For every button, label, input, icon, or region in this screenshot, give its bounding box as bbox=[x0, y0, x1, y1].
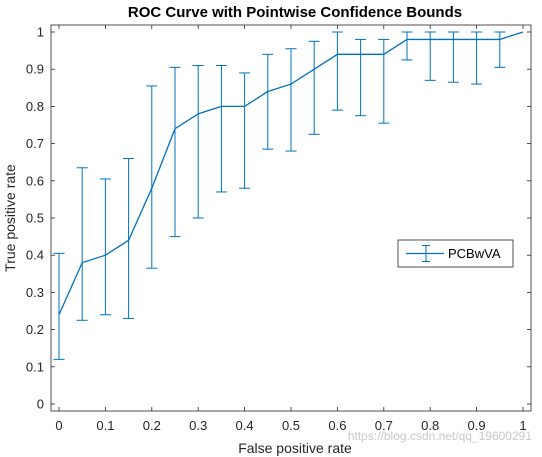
x-axis-ticks: 0 0.1 0.2 0.3 0.4 0.5 0.6 0.7 0.8 0.9 1 bbox=[55, 25, 527, 433]
error-bar bbox=[53, 252, 65, 360]
error-bar bbox=[447, 31, 459, 83]
error-bars bbox=[53, 31, 506, 360]
y-tick-label: 0 bbox=[37, 397, 44, 412]
x-tick-label: 0 bbox=[55, 418, 62, 433]
y-axis-label: True positive rate bbox=[2, 164, 18, 272]
error-bar bbox=[401, 31, 413, 61]
x-tick-label: 0.5 bbox=[282, 418, 300, 433]
error-bar bbox=[169, 66, 181, 238]
legend-errorbar-icon bbox=[406, 245, 444, 262]
y-tick-label: 0.9 bbox=[26, 62, 44, 77]
y-tick-label: 0.8 bbox=[26, 99, 44, 114]
legend-label: PCBwVA bbox=[448, 246, 501, 261]
error-bar bbox=[331, 31, 343, 111]
y-tick-label: 0.3 bbox=[26, 285, 44, 300]
y-tick-label: 0.1 bbox=[26, 359, 44, 374]
error-bar bbox=[239, 72, 251, 189]
x-tick-label: 0.3 bbox=[189, 418, 207, 433]
x-tick-label: 0.1 bbox=[96, 418, 114, 433]
x-tick-label: 0.7 bbox=[375, 418, 393, 433]
y-tick-label: 0.7 bbox=[26, 136, 44, 151]
y-tick-label: 1 bbox=[37, 25, 44, 40]
x-tick-label: 0.2 bbox=[143, 418, 161, 433]
error-bar bbox=[123, 157, 135, 319]
y-tick-label: 0.5 bbox=[26, 211, 44, 226]
y-tick-label: 0.2 bbox=[26, 322, 44, 337]
error-bar bbox=[285, 48, 297, 152]
legend: PCBwVA bbox=[397, 239, 514, 268]
x-axis-label: False positive rate bbox=[238, 440, 352, 456]
x-tick-label: 0.4 bbox=[236, 418, 254, 433]
x-tick-label: 0.8 bbox=[421, 418, 439, 433]
error-bar bbox=[262, 53, 274, 150]
chart-title: ROC Curve with Pointwise Confidence Boun… bbox=[128, 4, 462, 21]
error-bar bbox=[215, 64, 227, 193]
error-bar bbox=[471, 31, 483, 85]
error-bar bbox=[192, 64, 204, 219]
x-tick-label: 0.9 bbox=[468, 418, 486, 433]
y-tick-label: 0.6 bbox=[26, 173, 44, 188]
x-tick-label: 1 bbox=[519, 418, 526, 433]
x-tick-label: 0.6 bbox=[328, 418, 346, 433]
error-bar bbox=[308, 40, 320, 135]
error-bar bbox=[355, 38, 367, 117]
watermark: https://blog.csdn.net/qq_19600291 bbox=[348, 429, 532, 443]
error-bar bbox=[99, 178, 111, 316]
error-bar bbox=[146, 85, 158, 269]
roc-curve-line bbox=[58, 31, 524, 315]
y-tick-label: 0.4 bbox=[26, 248, 44, 263]
y-axis-ticks: 0 0.1 0.2 0.3 0.4 0.5 0.6 0.7 0.8 0.9 1 bbox=[26, 25, 531, 412]
error-bar bbox=[494, 31, 506, 68]
error-bar bbox=[76, 167, 88, 321]
error-bar bbox=[378, 38, 390, 124]
